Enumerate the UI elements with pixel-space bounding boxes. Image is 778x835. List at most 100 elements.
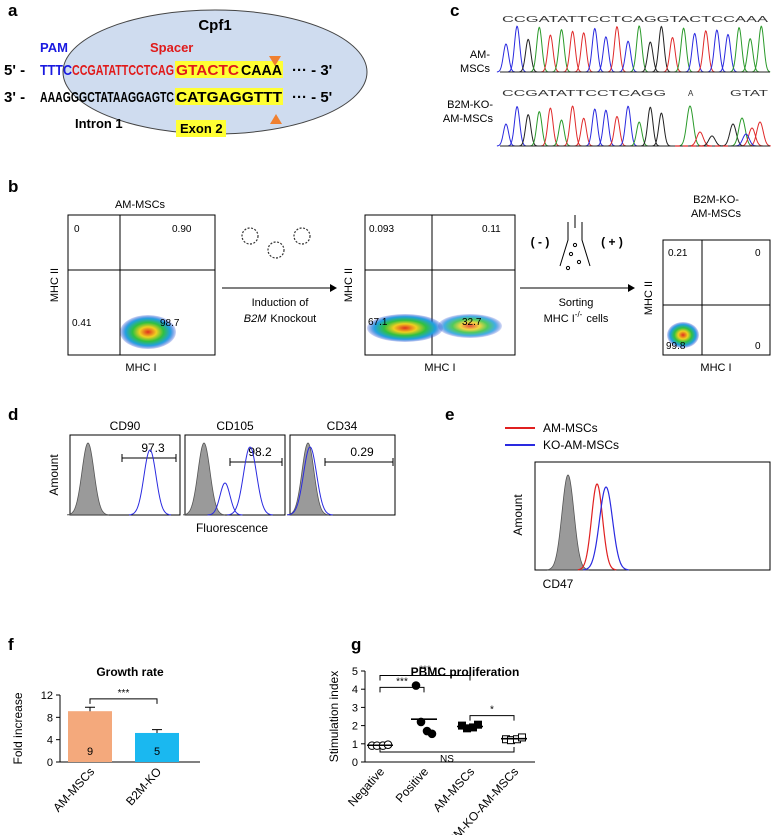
trace-peak xyxy=(596,36,615,73)
significance-label: * xyxy=(490,705,494,716)
trace-peak xyxy=(552,28,571,73)
quadrant-value: 0 xyxy=(755,248,761,259)
histogram-frame xyxy=(184,434,286,516)
step-label: Knockout xyxy=(270,313,316,325)
quadrant-value: 0 xyxy=(755,341,761,352)
trace-peak xyxy=(496,123,515,147)
density xyxy=(120,315,176,349)
percent-label: 0.29 xyxy=(350,445,374,459)
trace-peak xyxy=(696,30,715,73)
trace-peak xyxy=(563,30,582,73)
intron-label: Intron 1 xyxy=(75,116,123,131)
axis-label: MHC I xyxy=(125,362,156,374)
sample-histogram xyxy=(128,449,172,516)
control-histogram xyxy=(183,442,225,516)
y-axis-title: Fold increase xyxy=(11,692,25,764)
trace-peak xyxy=(700,135,723,147)
x-tick-label: Negative xyxy=(345,764,387,809)
trace-peak xyxy=(574,117,593,147)
y-tick-label: 12 xyxy=(41,690,53,702)
percent-label: 97.3 xyxy=(141,441,165,455)
spacer-label: Spacer xyxy=(150,40,193,55)
arrowhead xyxy=(330,284,337,292)
step-label: Sorting xyxy=(559,297,594,309)
bar xyxy=(68,711,112,762)
trace-peak xyxy=(619,40,638,73)
axis-label: MHC II xyxy=(49,268,61,302)
sequence-read: GTAT xyxy=(730,89,768,98)
significance-label: NS xyxy=(440,754,454,765)
significance-label: *** xyxy=(419,665,431,676)
y-tick-label: 0 xyxy=(47,757,53,769)
axis-label: MHC I xyxy=(700,362,731,374)
sequence-read: A xyxy=(688,89,694,98)
x-tick-label: Positive xyxy=(393,764,432,805)
trace-peak xyxy=(585,108,604,147)
trace-peak xyxy=(678,105,701,147)
axis-label: Amount xyxy=(511,494,525,536)
sort-gate: ( - ) xyxy=(531,235,550,249)
sequence-read: CCGATATTCCTCAGGTACTCCAAA xyxy=(502,15,769,24)
droplet xyxy=(572,242,578,248)
quadrant-value: 0.093 xyxy=(369,224,394,235)
error-bar xyxy=(152,729,162,733)
significance-label: *** xyxy=(396,676,408,687)
pam-sequence: TTTC xyxy=(40,62,72,79)
density xyxy=(367,314,443,342)
axis-label: CD47 xyxy=(543,577,574,591)
trace-peak xyxy=(685,32,704,73)
strand-end: ··· - 3' xyxy=(292,62,332,79)
axis-label: MHC II xyxy=(343,268,355,302)
sequence-read: CCGATATTCCTCAGG xyxy=(502,89,666,98)
marker: MHC I xyxy=(544,313,575,325)
error-bar xyxy=(85,706,95,712)
quadrant-value: 99.8 xyxy=(666,341,686,352)
step-label: MHC I-/- cells xyxy=(544,310,609,325)
significance-bracket xyxy=(379,686,425,693)
trace-peak xyxy=(718,33,737,73)
histogram-frame xyxy=(534,461,771,571)
trace-peak xyxy=(541,34,560,73)
value-label: 5 xyxy=(154,746,160,758)
sample-histogram xyxy=(287,446,333,516)
flow-plot: B2M-KO- AM-MSCs 0.21 0 99.8 0 MHC II MHC… xyxy=(643,194,771,374)
sorter xyxy=(559,215,591,267)
sample-histogram xyxy=(577,483,617,571)
y-tick-label: 8 xyxy=(47,712,53,724)
sample-label: MSCs xyxy=(460,63,490,75)
y-tick-label: 5 xyxy=(352,666,358,678)
quadrant-value: 67.1 xyxy=(368,317,388,328)
sample-label: AM-MSCs xyxy=(443,113,494,125)
histograms: AM-MSCs KO-AM-MSCs xyxy=(505,421,629,571)
exon-highlight xyxy=(175,88,283,105)
trace-peak xyxy=(663,36,682,73)
point xyxy=(474,720,482,729)
control-histogram xyxy=(546,474,590,571)
panel-label: a xyxy=(8,1,18,20)
plot-title: AM-MSCs xyxy=(115,199,166,211)
panel-label: b xyxy=(8,177,18,196)
flow-plot: 0.093 0.11 67.1 32.7 MHC II MHC I xyxy=(343,214,516,374)
trace-peak xyxy=(552,119,571,147)
quadrant-value: 0.11 xyxy=(482,224,501,235)
exon-highlight xyxy=(176,120,226,137)
axis-label: Amount xyxy=(47,454,61,496)
sample-shoulder xyxy=(207,482,243,516)
point xyxy=(518,733,526,742)
trace-peak xyxy=(519,38,538,73)
x-tick-label: B2M-KO xyxy=(123,765,164,809)
y-tick-label: 0 xyxy=(352,757,358,769)
trace-peak xyxy=(674,27,693,73)
significance-label: *** xyxy=(118,688,130,699)
density xyxy=(438,314,502,338)
y-tick-label: 1 xyxy=(352,739,358,751)
density xyxy=(667,322,699,348)
gate-bracket xyxy=(324,458,394,466)
control-histogram xyxy=(287,442,329,516)
trace-peak xyxy=(530,110,549,147)
step-label: B2M Knockout xyxy=(244,313,317,325)
step-label: Induction of xyxy=(252,297,310,309)
panel-label: g xyxy=(351,635,361,654)
panel-label: f xyxy=(8,635,14,654)
